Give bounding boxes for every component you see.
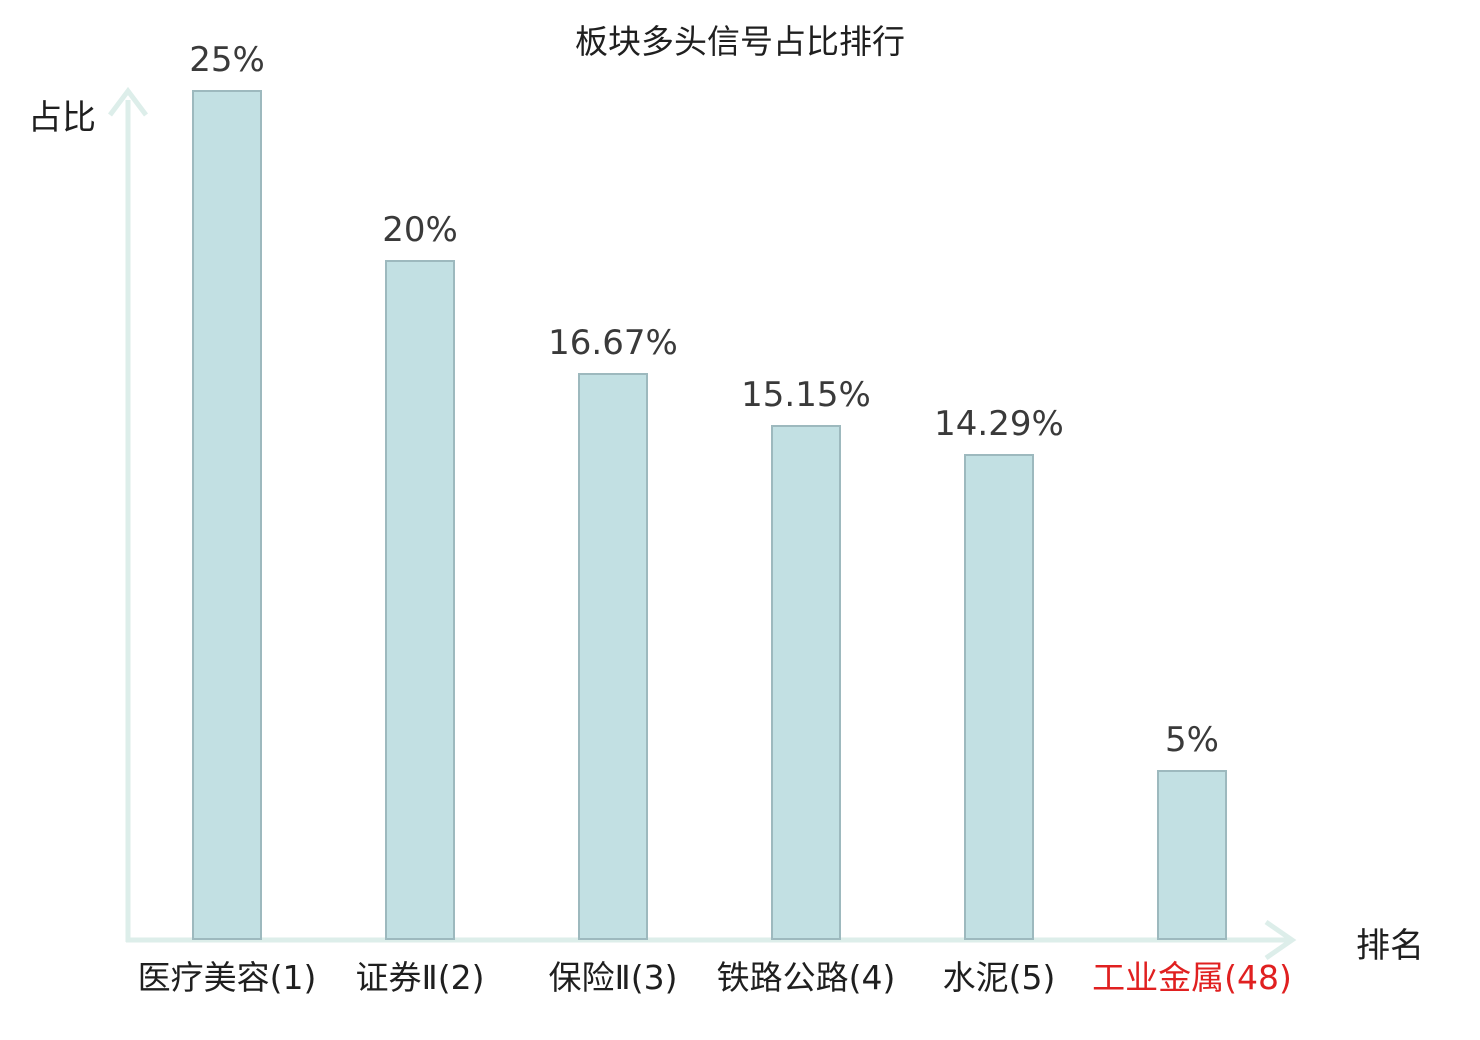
bar-value-label: 15.15% [741,375,871,415]
bar-category-label: 证券Ⅱ(2) [355,958,485,997]
bar [964,454,1034,940]
bar [771,425,841,940]
x-axis-label: 排名 [1356,926,1424,966]
bar-category-label: 保险Ⅱ(3) [548,958,678,997]
bar-category-label: 工业金属(48) [1092,958,1292,997]
chart-title: 板块多头信号占比排行 [575,22,905,61]
y-axis-arrow-icon [108,86,148,117]
bar-category-label: 医疗美容(1) [137,958,317,997]
bar [192,90,262,940]
bar [385,260,455,940]
bar-value-label: 25% [189,40,265,80]
bar-category-label: 水泥(5) [942,958,1056,997]
bar [1157,770,1227,940]
bar [578,373,648,940]
x-axis-arrow-icon [1264,919,1297,961]
bar-value-label: 16.67% [548,323,678,363]
bar-value-label: 20% [382,210,458,250]
bar-value-label: 14.29% [934,404,1064,444]
y-axis-label: 占比 [28,98,96,138]
bar-value-label: 5% [1165,720,1219,760]
bar-category-label: 铁路公路(4) [716,958,896,997]
